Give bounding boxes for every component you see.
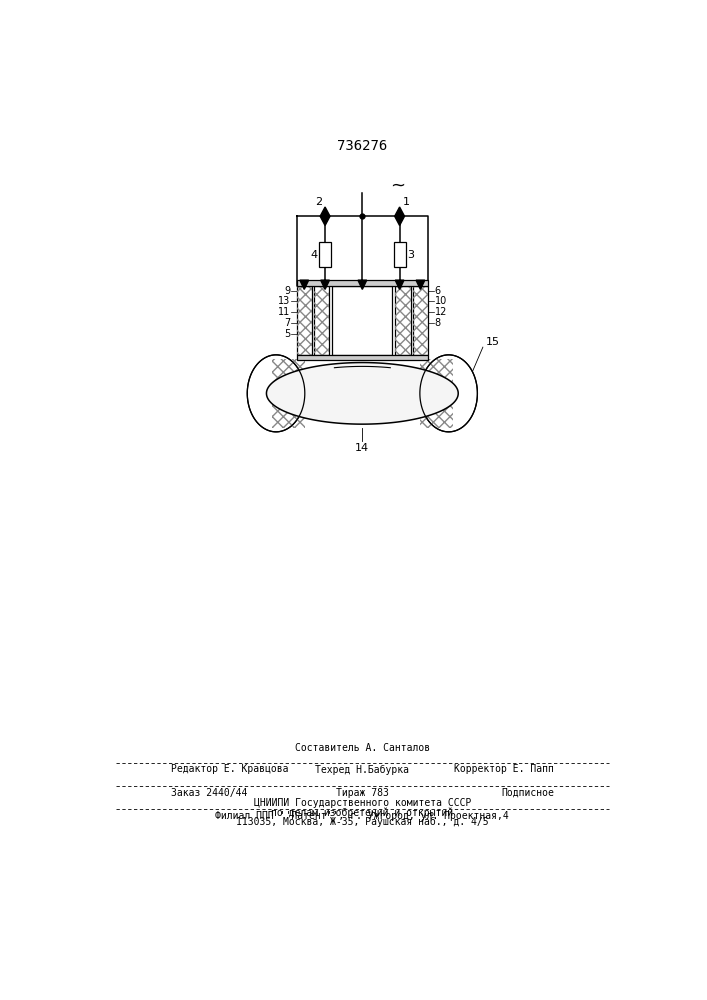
Text: Филиал ППП ''Патент'', г. Ужгород, ул. Проектная,4: Филиал ППП ''Патент'', г. Ужгород, ул. П… [216,811,509,821]
Bar [297,355,428,360]
Text: ~: ~ [390,176,406,194]
Text: Заказ 2440/44: Заказ 2440/44 [170,788,247,798]
Bar [297,286,312,355]
Text: 11: 11 [278,307,290,317]
Bar [413,286,428,355]
Bar [297,286,312,355]
Text: 12: 12 [435,307,447,317]
Text: Подписное: Подписное [501,788,554,798]
Text: Редактор Е. Кравцова: Редактор Е. Кравцова [170,764,288,774]
Bar [420,359,452,428]
Polygon shape [321,280,329,289]
Text: 736276: 736276 [337,139,387,153]
Text: Техред Н.Бабурка: Техред Н.Бабурка [315,764,409,775]
Text: 2: 2 [315,197,322,207]
Polygon shape [320,207,330,225]
Bar [395,286,411,355]
Text: Составитель А. Санталов: Составитель А. Санталов [295,743,430,753]
Bar [394,242,406,267]
Text: Корректор Е. Папп: Корректор Е. Папп [454,764,554,774]
Polygon shape [395,207,404,225]
Text: 13: 13 [278,296,290,306]
Polygon shape [247,355,305,432]
Bar [395,286,411,355]
Bar [297,280,428,286]
Text: ЦНИИПИ Государственного комитета СССР: ЦНИИПИ Государственного комитета СССР [254,798,471,808]
Bar [314,286,329,355]
Polygon shape [300,280,309,289]
Text: 15: 15 [486,337,500,347]
Polygon shape [358,280,367,289]
Text: 6: 6 [435,286,440,296]
Bar [332,286,392,355]
Text: 9: 9 [284,286,290,296]
Polygon shape [420,355,477,432]
Polygon shape [416,280,425,289]
Text: 14: 14 [356,443,369,453]
Text: по делам изобретений и открытий: по делам изобретений и открытий [271,808,453,818]
Bar [319,242,331,267]
Bar [314,286,329,355]
Text: 5: 5 [284,329,290,339]
Text: 1: 1 [402,197,409,207]
Text: 7: 7 [284,318,290,328]
Bar [413,286,428,355]
Polygon shape [267,363,458,424]
Text: 113035, Москва, Ж-35, Раушская наб., д. 4/5: 113035, Москва, Ж-35, Раушская наб., д. … [236,817,489,827]
Text: 8: 8 [435,318,440,328]
Polygon shape [395,280,404,289]
Text: 4: 4 [310,250,317,260]
Text: Тираж 783: Тираж 783 [336,788,389,798]
Bar [272,359,305,428]
Text: 3: 3 [407,250,414,260]
Text: 10: 10 [435,296,447,306]
